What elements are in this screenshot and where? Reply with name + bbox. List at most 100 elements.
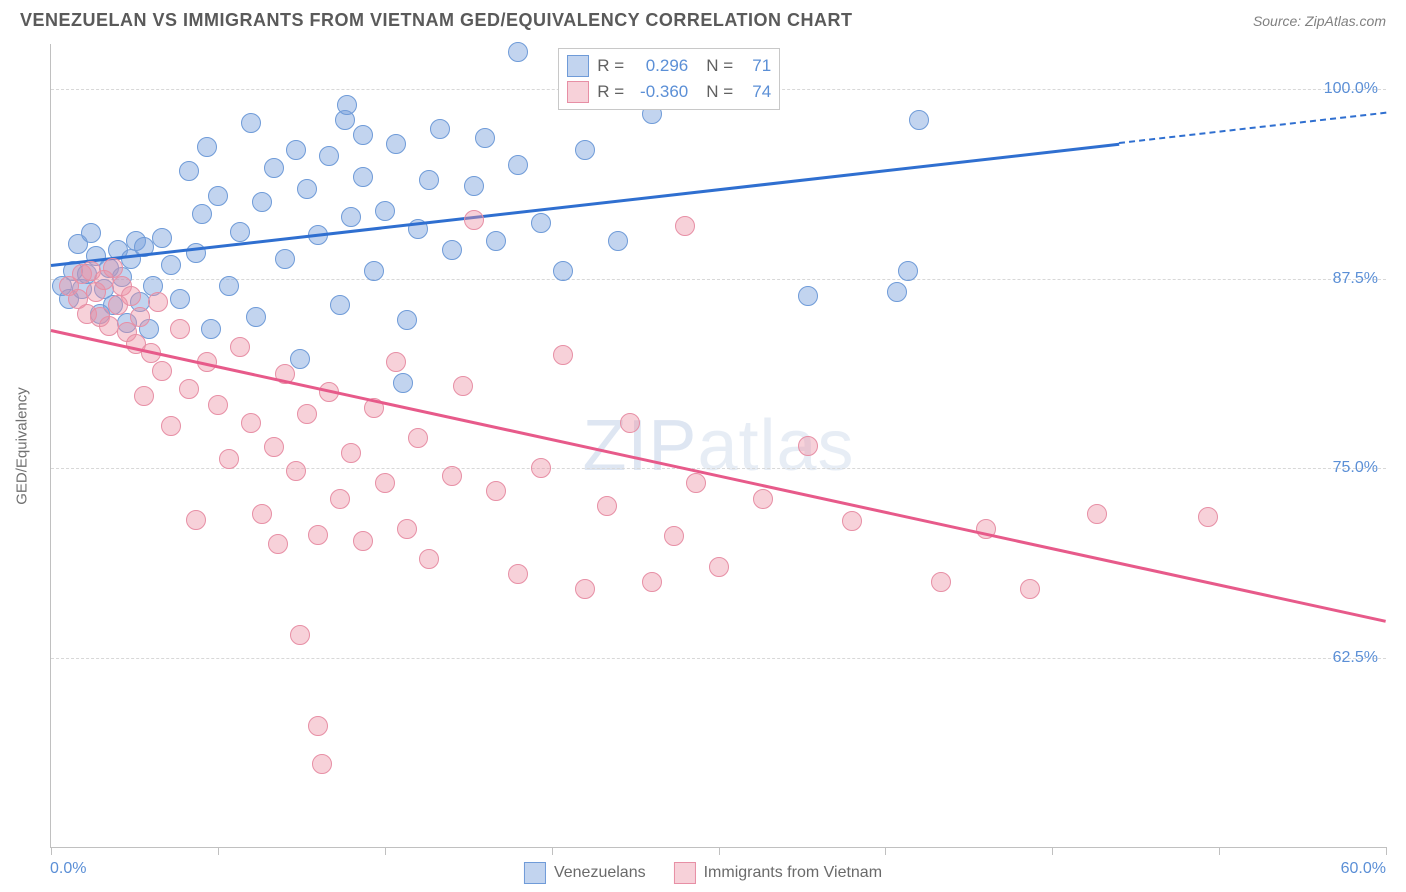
scatter-point bbox=[252, 192, 272, 212]
scatter-point bbox=[341, 443, 361, 463]
scatter-point bbox=[931, 572, 951, 592]
scatter-point bbox=[386, 352, 406, 372]
x-axis-max-label: 60.0% bbox=[1341, 860, 1386, 878]
x-tick bbox=[1219, 847, 1220, 855]
scatter-point bbox=[675, 216, 695, 236]
scatter-point bbox=[134, 386, 154, 406]
scatter-point bbox=[419, 170, 439, 190]
scatter-point bbox=[230, 337, 250, 357]
x-tick bbox=[552, 847, 553, 855]
scatter-point bbox=[208, 395, 228, 415]
stats-box: R =0.296N =71R =-0.360N =74 bbox=[558, 48, 780, 110]
scatter-point bbox=[898, 261, 918, 281]
stats-swatch bbox=[567, 55, 589, 77]
trendline bbox=[51, 142, 1119, 266]
y-tick-label: 100.0% bbox=[1324, 80, 1378, 98]
scatter-point bbox=[508, 42, 528, 62]
y-tick-label: 75.0% bbox=[1333, 459, 1378, 477]
stats-r-label: R = bbox=[597, 56, 624, 76]
stats-row: R =-0.360N =74 bbox=[567, 79, 771, 105]
scatter-point bbox=[312, 754, 332, 774]
legend-label-vietnam: Immigrants from Vietnam bbox=[704, 864, 882, 882]
scatter-point bbox=[798, 286, 818, 306]
scatter-point bbox=[353, 125, 373, 145]
gridline bbox=[51, 279, 1386, 280]
scatter-point bbox=[186, 510, 206, 530]
scatter-point bbox=[286, 140, 306, 160]
stats-swatch bbox=[567, 81, 589, 103]
scatter-point bbox=[353, 531, 373, 551]
y-tick-label: 87.5% bbox=[1333, 270, 1378, 288]
stats-n-label: N = bbox=[706, 82, 733, 102]
legend-item-venezuelans: Venezuelans bbox=[524, 862, 646, 884]
chart-title: VENEZUELAN VS IMMIGRANTS FROM VIETNAM GE… bbox=[20, 10, 853, 31]
scatter-point bbox=[330, 489, 350, 509]
scatter-point bbox=[531, 213, 551, 233]
scatter-point bbox=[170, 289, 190, 309]
chart-plot-area: ZIPatlas 62.5%75.0%87.5%100.0%R =0.296N … bbox=[50, 44, 1386, 848]
legend-label-venezuelans: Venezuelans bbox=[554, 864, 646, 882]
scatter-point bbox=[297, 404, 317, 424]
scatter-point bbox=[161, 416, 181, 436]
scatter-point bbox=[375, 201, 395, 221]
watermark-main: ZIP bbox=[582, 406, 697, 486]
scatter-point bbox=[393, 373, 413, 393]
scatter-point bbox=[1020, 579, 1040, 599]
scatter-point bbox=[286, 461, 306, 481]
scatter-point bbox=[161, 255, 181, 275]
x-tick bbox=[218, 847, 219, 855]
stats-n-value: 71 bbox=[741, 56, 771, 76]
legend-item-vietnam: Immigrants from Vietnam bbox=[674, 862, 882, 884]
scatter-point bbox=[1087, 504, 1107, 524]
scatter-point bbox=[408, 428, 428, 448]
scatter-point bbox=[241, 113, 261, 133]
x-tick bbox=[385, 847, 386, 855]
scatter-point bbox=[364, 261, 384, 281]
x-tick bbox=[1052, 847, 1053, 855]
scatter-point bbox=[330, 295, 350, 315]
scatter-point bbox=[170, 319, 190, 339]
scatter-point bbox=[103, 258, 123, 278]
scatter-point bbox=[308, 525, 328, 545]
x-tick bbox=[885, 847, 886, 855]
gridline bbox=[51, 468, 1386, 469]
scatter-point bbox=[453, 376, 473, 396]
scatter-point bbox=[290, 625, 310, 645]
scatter-point bbox=[553, 261, 573, 281]
scatter-point bbox=[121, 286, 141, 306]
scatter-point bbox=[337, 95, 357, 115]
scatter-point bbox=[597, 496, 617, 516]
scatter-point bbox=[319, 146, 339, 166]
scatter-point bbox=[353, 167, 373, 187]
source-label: Source: ZipAtlas.com bbox=[1253, 13, 1386, 29]
scatter-point bbox=[430, 119, 450, 139]
stats-n-value: 74 bbox=[741, 82, 771, 102]
scatter-point bbox=[268, 534, 288, 554]
scatter-point bbox=[475, 128, 495, 148]
scatter-point bbox=[230, 222, 250, 242]
scatter-point bbox=[397, 519, 417, 539]
scatter-point bbox=[397, 310, 417, 330]
scatter-point bbox=[642, 572, 662, 592]
scatter-point bbox=[81, 223, 101, 243]
scatter-point bbox=[1198, 507, 1218, 527]
y-axis-title: GED/Equivalency bbox=[14, 387, 31, 505]
y-tick-label: 62.5% bbox=[1333, 649, 1378, 667]
scatter-point bbox=[464, 210, 484, 230]
scatter-point bbox=[575, 579, 595, 599]
scatter-point bbox=[553, 345, 573, 365]
scatter-point bbox=[208, 186, 228, 206]
scatter-point bbox=[264, 437, 284, 457]
gridline bbox=[51, 658, 1386, 659]
scatter-point bbox=[753, 489, 773, 509]
scatter-point bbox=[297, 179, 317, 199]
scatter-point bbox=[179, 161, 199, 181]
scatter-point bbox=[290, 349, 310, 369]
scatter-point bbox=[709, 557, 729, 577]
scatter-point bbox=[246, 307, 266, 327]
scatter-point bbox=[508, 155, 528, 175]
scatter-point bbox=[152, 228, 172, 248]
scatter-point bbox=[197, 137, 217, 157]
scatter-point bbox=[686, 473, 706, 493]
scatter-point bbox=[464, 176, 484, 196]
